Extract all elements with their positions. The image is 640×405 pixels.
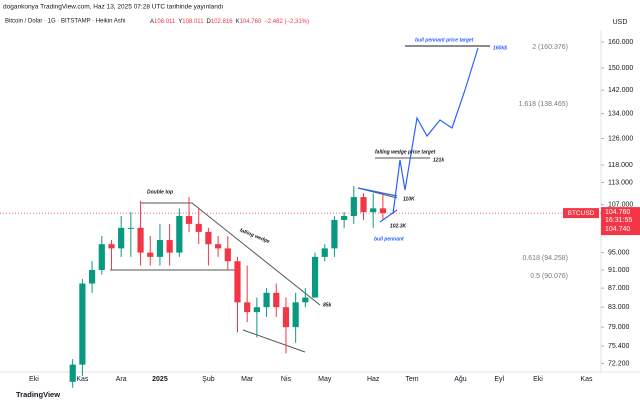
candle-body <box>176 216 183 253</box>
x-tick-label: May <box>318 376 332 383</box>
brand: TradingView <box>16 390 60 399</box>
candle-body <box>379 208 386 214</box>
x-tick-label: Tem <box>405 376 418 383</box>
x-tick-label: Eki <box>29 376 39 383</box>
change: −2.482 (−2,31%) <box>264 19 309 25</box>
candle-body <box>137 227 144 253</box>
y-tick-label: 118.000 <box>608 162 633 169</box>
price-countdown: 16:31:55 <box>605 217 632 224</box>
candle-body <box>360 197 367 213</box>
y-tick-label: 150.000 <box>608 65 633 72</box>
candle-body <box>98 244 105 270</box>
price-label-2: 104.740 <box>605 226 630 233</box>
annotation: falling wedge <box>239 228 271 246</box>
published: dogankonya TradingView.com, Haz 13, 2025… <box>3 4 223 11</box>
ohlc-key: K <box>236 19 240 25</box>
fib-label: 0.618 (94.258) <box>522 255 568 262</box>
y-tick-label: 126.000 <box>608 135 633 142</box>
x-tick-label: Şub <box>202 376 215 383</box>
y-tick-label: 75.400 <box>608 343 630 350</box>
candle-body <box>263 292 270 308</box>
x-tick-label: Ağu <box>454 376 467 383</box>
y-tick-label: 113.000 <box>608 179 633 186</box>
x-tick-label: Ara <box>116 376 127 383</box>
price-symbol-box <box>563 208 599 219</box>
projection <box>357 47 479 223</box>
y-tick-label: 142.000 <box>608 87 633 94</box>
annotation: 121k <box>433 157 444 163</box>
symbol: Bitcoin / Dolar · 1G · BITSTAMP · Heikin… <box>5 19 125 25</box>
y-tick-label: 107.000 <box>608 201 633 208</box>
y-tick-label: 91.000 <box>608 267 630 274</box>
price-label: 104.760 <box>605 209 630 216</box>
x-tick-label: Haz <box>367 376 380 383</box>
annotation: 85k <box>323 302 332 308</box>
annotation: bull pennant <box>374 236 404 242</box>
candle-body <box>108 244 115 249</box>
candle-body <box>234 261 241 303</box>
candle-body <box>79 283 86 365</box>
candle-body <box>156 240 164 257</box>
candle-body <box>292 302 299 328</box>
candle-body <box>311 256 319 298</box>
annotation: 110K <box>403 196 415 202</box>
x-tick-label: Eki <box>533 376 543 383</box>
candle-body <box>215 244 222 249</box>
candle-body <box>224 248 231 262</box>
x-tick-label: Eyl <box>494 376 504 383</box>
candle-body <box>88 269 96 284</box>
price-box <box>601 207 640 236</box>
candle-body <box>118 227 125 249</box>
annotation: Double top <box>147 189 173 195</box>
candle-body <box>69 364 76 382</box>
candle-body <box>244 302 251 313</box>
fib-label: 2 (160.376) <box>532 44 568 51</box>
y-tick-label: 160.000 <box>608 39 633 46</box>
y-tick-label: 83.000 <box>608 304 630 311</box>
ohlc-key: D <box>207 19 212 25</box>
fib-label: 1.618 (138.465) <box>519 101 568 108</box>
y-tick-label: 79.000 <box>608 324 630 331</box>
x-tick-label: 2025 <box>152 376 168 383</box>
candle-body <box>282 307 290 328</box>
candle-body <box>185 216 193 224</box>
price-symbol: BTCUSD <box>568 210 595 217</box>
x-tick-label: Kas <box>76 376 89 383</box>
candle-body <box>370 208 377 213</box>
candle-body <box>205 231 212 245</box>
candle-body <box>166 240 173 253</box>
ohlc-value: 108.011 <box>182 19 204 25</box>
candle-body <box>331 219 338 249</box>
fib-label: 0.5 (90.076) <box>530 273 568 280</box>
ohlc-key: Y <box>178 19 182 25</box>
candle-body <box>127 227 134 229</box>
annotation-lines <box>110 45 490 353</box>
y-axis-label: USD <box>613 19 628 26</box>
x-tick-label: Mar <box>241 376 254 383</box>
candle-body <box>302 297 309 303</box>
y-tick-label: 134.000 <box>608 110 633 117</box>
y-tick-label: 72.200 <box>608 360 630 367</box>
annotation: 160k$ <box>493 45 507 51</box>
candle-body <box>195 223 202 232</box>
candle-body <box>147 252 154 257</box>
annotation: 102.3K <box>390 223 407 229</box>
y-tick-label: 95.000 <box>608 249 630 256</box>
x-tick-label: Nis <box>281 376 292 383</box>
ohlc-value: 108.011 <box>154 19 176 25</box>
candle-body <box>341 216 348 220</box>
candle-body <box>321 248 328 257</box>
x-tick-label: Kas <box>580 376 593 383</box>
y-tick-label: 87.000 <box>608 285 630 292</box>
ohlc-value: 102.816 <box>211 19 233 25</box>
annotation: falling wedge price target <box>375 149 436 155</box>
ohlc-key: A <box>150 19 154 25</box>
ohlc-value: 104.760 <box>240 19 262 25</box>
candle-body <box>350 197 357 217</box>
annotation: bull pennant price target <box>415 37 474 43</box>
ohlc: A108.011 Y108.011 D102.816 K104.760 −2.482 (… <box>150 19 309 25</box>
candle-body <box>273 292 280 308</box>
candle-body <box>253 307 260 313</box>
